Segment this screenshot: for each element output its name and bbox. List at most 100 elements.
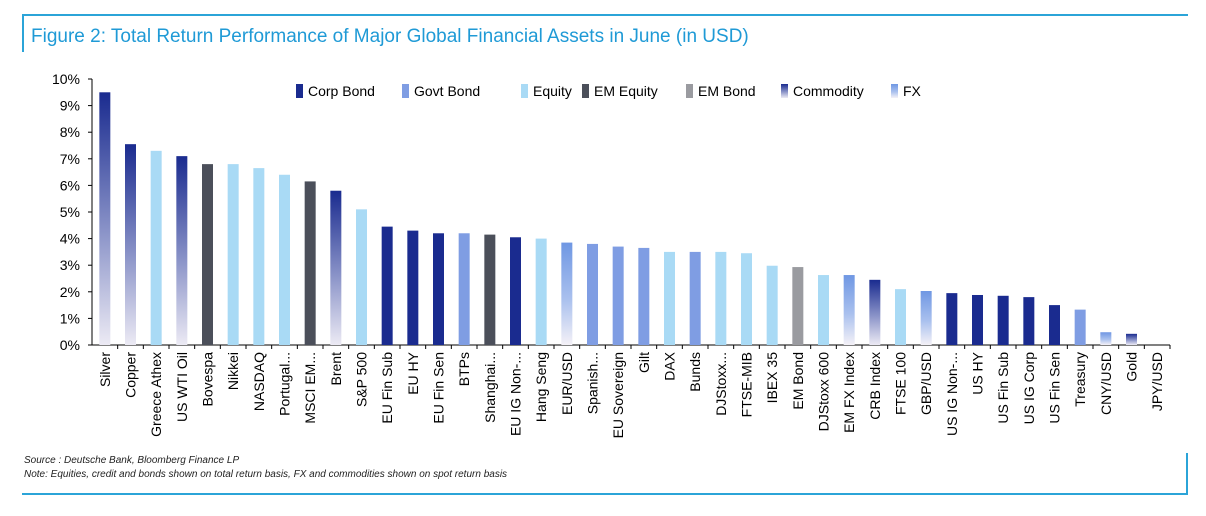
x-tick-label: US HY xyxy=(970,351,986,394)
bar xyxy=(356,209,367,345)
x-tick-label: EU Fin Sub xyxy=(379,352,395,424)
legend-label: EM Equity xyxy=(594,83,658,99)
bar xyxy=(612,246,624,345)
bar xyxy=(1100,332,1112,345)
x-tick-label: Silver xyxy=(97,352,113,387)
bar xyxy=(330,190,342,345)
y-tick-label: 9% xyxy=(60,98,80,114)
bar xyxy=(150,150,162,345)
x-tick-label: Bunds xyxy=(687,352,703,392)
bar xyxy=(741,253,752,345)
x-tick-label: JPY/USD xyxy=(1149,352,1165,411)
y-tick-label: 6% xyxy=(60,177,80,193)
bar xyxy=(1049,305,1060,345)
x-tick-label: FTSE 100 xyxy=(893,352,909,415)
legend-label: Govt Bond xyxy=(414,83,480,99)
frame-bottom-border xyxy=(22,493,1188,495)
x-tick-label: DJStoxx 600 xyxy=(816,352,832,432)
x-tick-label: EU Fin Sen xyxy=(431,352,447,424)
bar xyxy=(792,267,804,345)
bar xyxy=(997,295,1009,345)
x-tick-label: GBP/USD xyxy=(918,352,934,415)
bar xyxy=(1074,309,1086,345)
bar xyxy=(561,242,573,345)
bar xyxy=(664,251,675,345)
legend-swatch xyxy=(402,84,409,98)
y-tick-label: 10% xyxy=(52,71,80,87)
x-tick-label: EM Bond xyxy=(790,352,806,410)
x-tick-label: Shanghai... xyxy=(482,352,498,423)
bar xyxy=(638,247,650,345)
x-tick-label: NASDAQ xyxy=(251,352,267,411)
y-tick-label: 8% xyxy=(60,124,80,140)
legend-swatch xyxy=(521,84,528,98)
bar xyxy=(843,275,855,345)
x-tick-label: IBEX 35 xyxy=(764,352,780,404)
bar xyxy=(510,237,521,345)
bar xyxy=(1023,297,1035,345)
bar xyxy=(869,279,881,345)
x-tick-label: Hang Seng xyxy=(533,352,549,422)
x-tick-label: US WTI Oil xyxy=(174,352,190,422)
x-tick-label: Gold xyxy=(1124,352,1140,382)
x-tick-label: Brent xyxy=(328,352,344,386)
chart-title: Figure 2: Total Return Performance of Ma… xyxy=(31,26,749,47)
bar xyxy=(407,230,419,345)
x-tick-label: MSCI EM... xyxy=(302,352,318,424)
bar xyxy=(99,92,111,345)
y-tick-label: 5% xyxy=(60,204,80,220)
bar xyxy=(381,226,393,345)
x-tick-label: Spanish... xyxy=(585,352,601,414)
legend-label: Commodity xyxy=(793,83,864,99)
x-tick-label: Nikkei xyxy=(225,352,241,390)
y-tick-label: 4% xyxy=(60,231,80,247)
x-tick-label: Bovespa xyxy=(200,352,216,407)
y-tick-label: 0% xyxy=(60,337,80,353)
legend-swatch xyxy=(891,84,898,98)
bar xyxy=(920,291,932,345)
bar xyxy=(484,234,496,345)
x-tick-label: S&P 500 xyxy=(354,352,370,407)
x-tick-label: EM FX Index xyxy=(841,352,857,433)
x-tick-label: Portugal... xyxy=(277,352,293,416)
legend-label: Corp Bond xyxy=(308,83,375,99)
frame-right-border xyxy=(1186,453,1188,495)
x-tick-label: US Fin Sen xyxy=(1047,352,1063,424)
source-note: Source : Deutsche Bank, Bloomberg Financ… xyxy=(24,455,240,466)
bar xyxy=(202,164,213,345)
x-tick-label: US IG Non-... xyxy=(944,352,960,436)
y-tick-label: 3% xyxy=(60,257,80,273)
x-tick-label: Gilt xyxy=(636,352,652,373)
legend-swatch xyxy=(781,84,788,98)
legend-label: EM Bond xyxy=(698,83,756,99)
bar xyxy=(1126,333,1137,345)
x-tick-label: CNY/USD xyxy=(1098,352,1114,415)
bar xyxy=(176,156,188,345)
x-tick-label: EU HY xyxy=(405,351,421,394)
bar xyxy=(227,164,239,345)
x-tick-label: FTSE-MIB xyxy=(739,352,755,417)
x-tick-label: EU IG Non-... xyxy=(508,352,524,436)
x-tick-label: CRB Index xyxy=(867,352,883,420)
bar xyxy=(895,289,906,345)
bar xyxy=(125,144,136,345)
bar xyxy=(458,233,470,345)
bar xyxy=(818,275,829,345)
x-tick-label: US IG Corp xyxy=(1021,352,1037,425)
bar xyxy=(715,251,727,345)
legend-label: Equity xyxy=(533,83,572,99)
bar xyxy=(972,294,983,345)
frame-top-border xyxy=(22,14,1188,16)
x-tick-label: DAX xyxy=(662,351,678,380)
legend-swatch xyxy=(582,84,589,98)
bar xyxy=(433,233,444,345)
bar-chart: 0% 1% 2% 3% 4% 5% 6% 7% 8% 9% 10% Silver Copper Gree… xyxy=(52,71,1171,438)
y-tick-label: 7% xyxy=(60,151,80,167)
y-tick-label: 1% xyxy=(60,310,80,326)
bar xyxy=(279,174,290,345)
legend-swatch xyxy=(296,84,303,98)
x-tick-label: DJStoxx... xyxy=(713,352,729,416)
x-tick-label: Greece Athex xyxy=(148,352,164,437)
x-tick-label: EU Sovereign xyxy=(610,352,626,438)
bar xyxy=(689,251,701,345)
